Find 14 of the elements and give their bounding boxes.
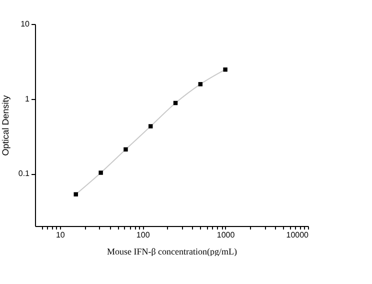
y-tick-label: 1 xyxy=(25,94,30,104)
x-tick-label: 1000 xyxy=(216,230,236,240)
point xyxy=(223,67,228,72)
point xyxy=(148,124,153,128)
y-tick-label: 0.1 xyxy=(18,169,30,178)
y-axis-title: Optical Density xyxy=(0,94,10,156)
x-tick-label: 100 xyxy=(136,230,150,240)
x-tick-label: 10000 xyxy=(286,230,310,240)
point xyxy=(124,147,128,152)
x-tick-label: 10 xyxy=(56,230,66,240)
point xyxy=(74,192,78,196)
point xyxy=(198,82,203,86)
point xyxy=(98,170,103,175)
y-tick-label: 10 xyxy=(20,20,30,28)
